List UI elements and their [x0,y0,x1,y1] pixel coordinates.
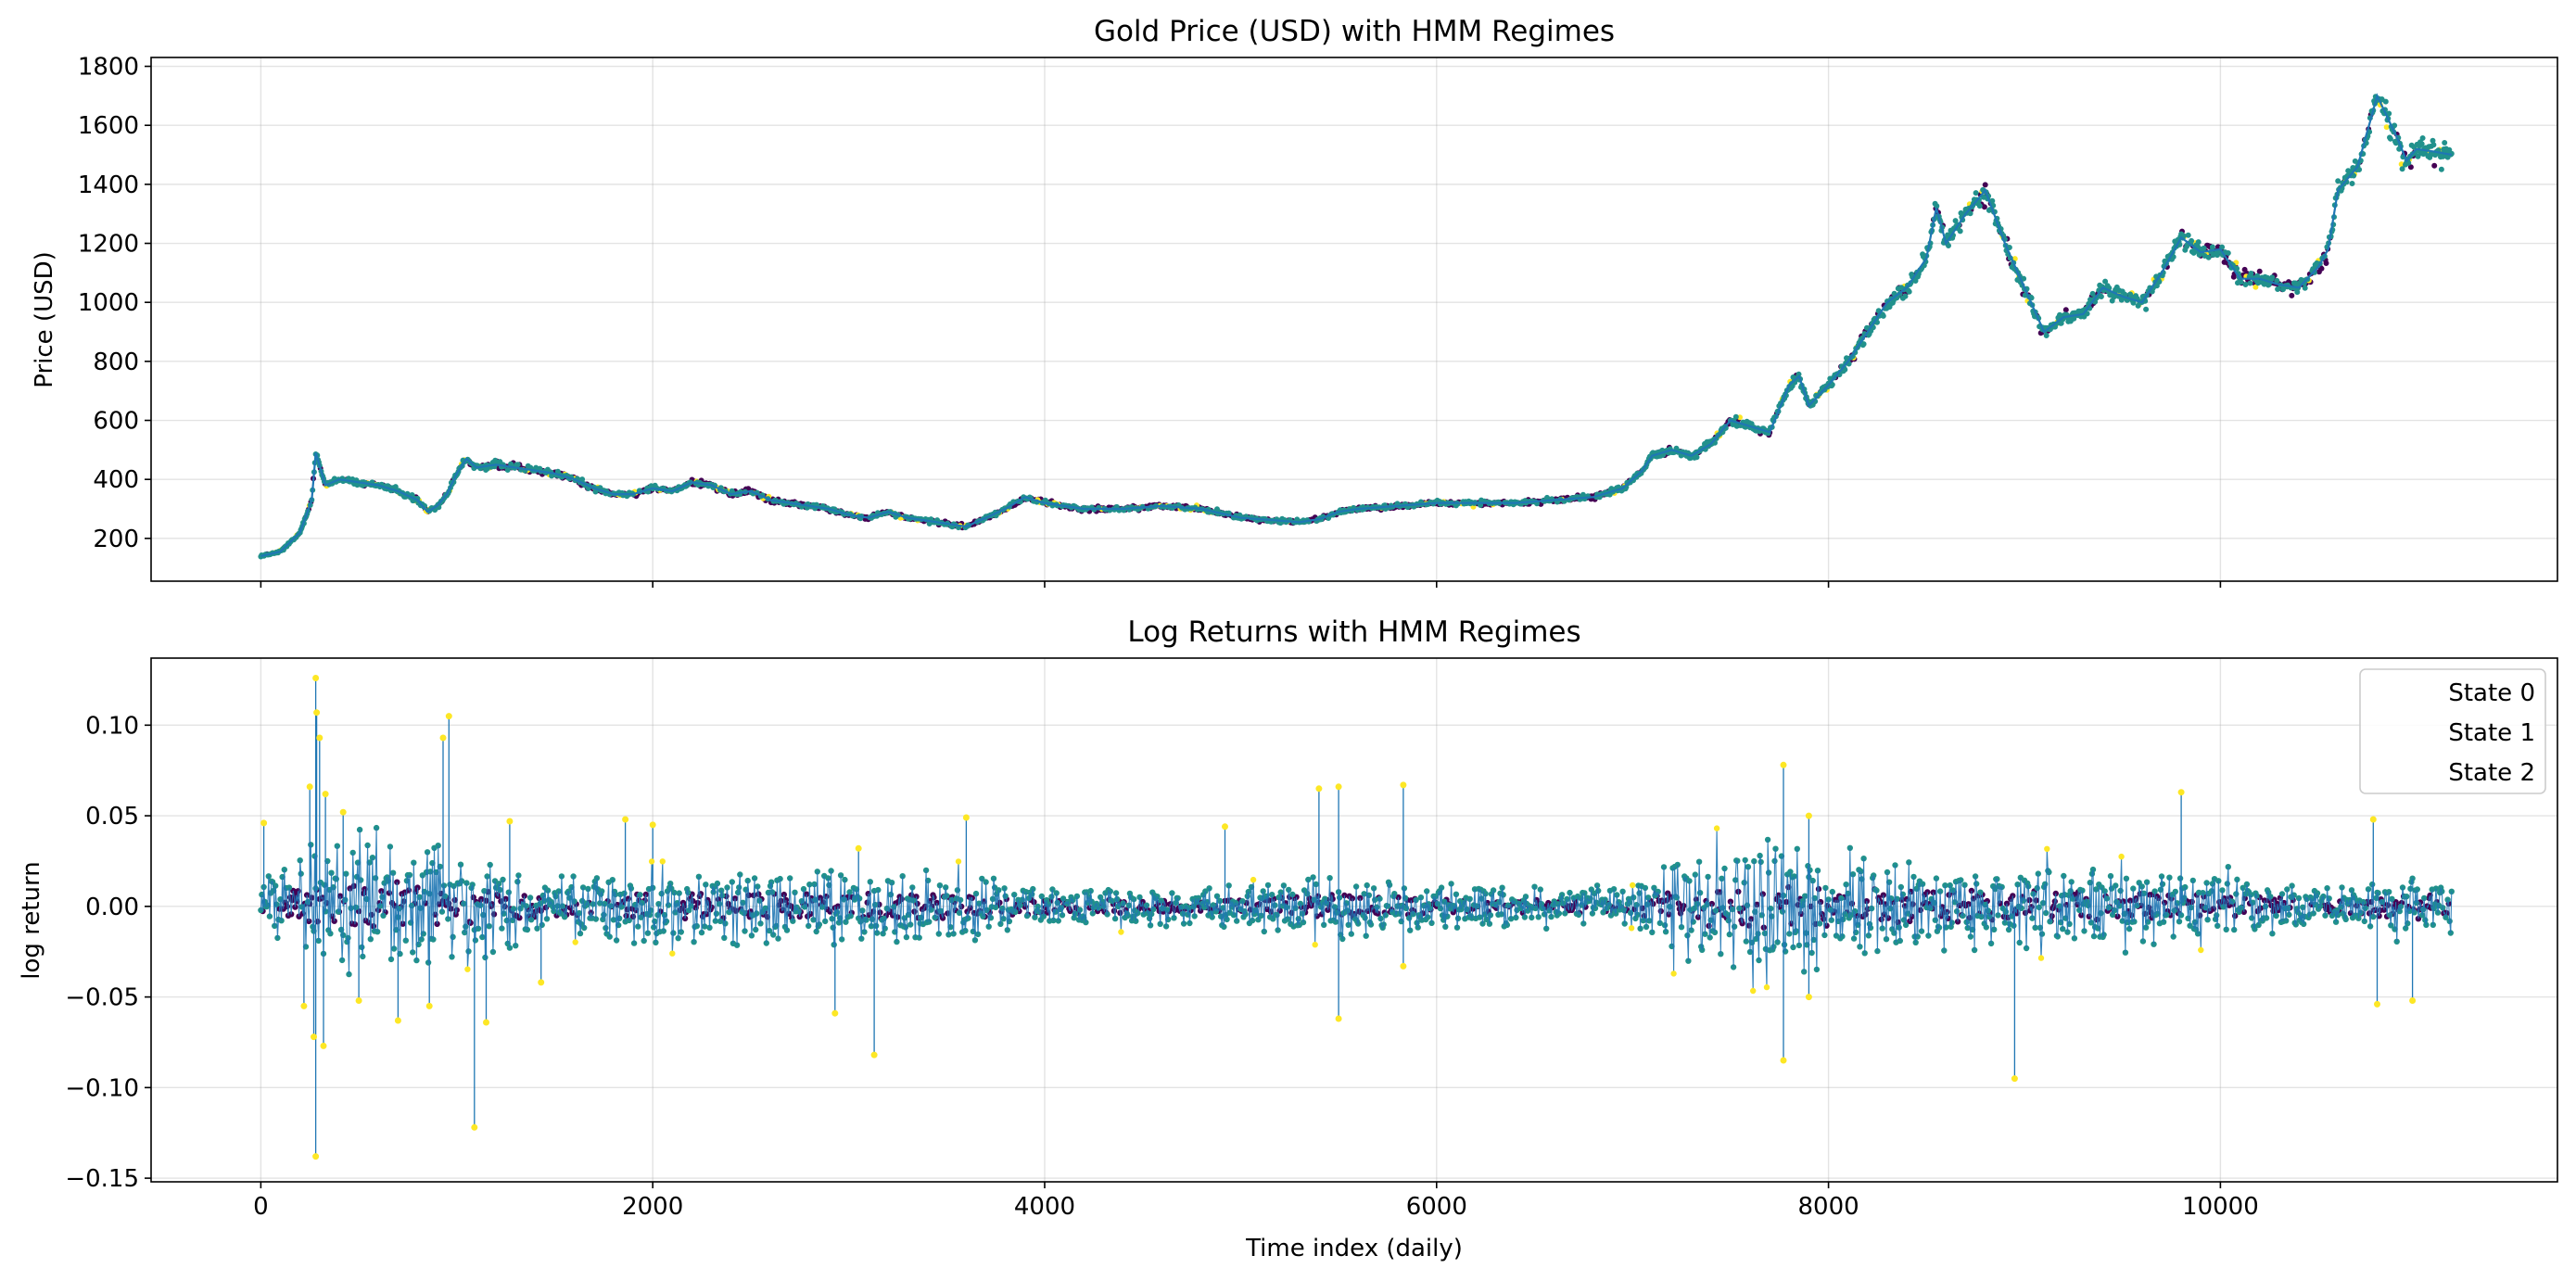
returns-x-tick-label: 10000 [2182,1193,2259,1221]
legend-entry-state-0: State 0 [2448,679,2535,707]
legend-entry-state-1: State 1 [2448,719,2535,747]
price-panel: Gold Price (USD) with HMM Regimes 200 400… [31,15,2558,588]
price-chart-title: Gold Price (USD) with HMM Regimes [1094,15,1615,48]
returns-ticks: 0 2000 4000 6000 8000 10000 −0.15 −0.10 −0.05 0.0… [65,712,2258,1221]
returns-y-axis-label: log return [18,861,45,979]
price-y-tick-label: 400 [93,466,139,494]
price-y-tick-label: 1200 [78,231,139,259]
returns-y-tick-label: −0.05 [65,984,139,1012]
price-y-tick-label: 600 [93,408,139,436]
returns-y-tick-label: 0.00 [85,894,139,921]
returns-chart-title: Log Returns with HMM Regimes [1127,615,1580,649]
returns-x-tick-label: 8000 [1798,1193,1859,1221]
returns-series [258,675,2455,1161]
returns-y-tick-label: 0.10 [85,712,139,740]
price-y-tick-label: 1600 [78,112,139,140]
price-y-tick-label: 200 [93,526,139,553]
price-y-tick-label: 1800 [78,54,139,82]
price-y-tick-label: 1000 [78,289,139,317]
returns-y-tick-label: −0.15 [65,1165,139,1193]
returns-x-tick-label: 2000 [622,1193,683,1221]
returns-y-tick-label: 0.05 [85,803,139,831]
price-ticks: 200 400 600 800 1000 1200 1400 1600 1800 [78,54,2222,588]
price-y-tick-label: 1400 [78,171,139,199]
legend-entry-state-2: State 2 [2448,759,2535,787]
price-axes-frame [150,57,2558,582]
returns-axes-frame [150,657,2558,1183]
legend: State 0 State 1 State 2 [2359,668,2546,794]
x-axis-label: Time index (daily) [1245,1235,1463,1262]
price-series [258,93,2455,560]
returns-x-tick-label: 6000 [1406,1193,1467,1221]
returns-line [260,828,2453,992]
legend-box [2359,668,2546,794]
returns-y-tick-label: −0.10 [65,1074,139,1102]
returns-panel: Log Returns with HMM Regimes 0 2000 4000 60… [18,615,2558,1262]
price-line [260,93,2453,557]
returns-x-tick-label: 4000 [1014,1193,1075,1221]
returns-spikes [262,678,2414,1157]
price-y-tick-label: 800 [93,349,139,376]
returns-x-tick-label: 0 [253,1193,269,1221]
price-gridlines [151,57,2557,581]
price-y-axis-label: Price (USD) [31,251,58,388]
